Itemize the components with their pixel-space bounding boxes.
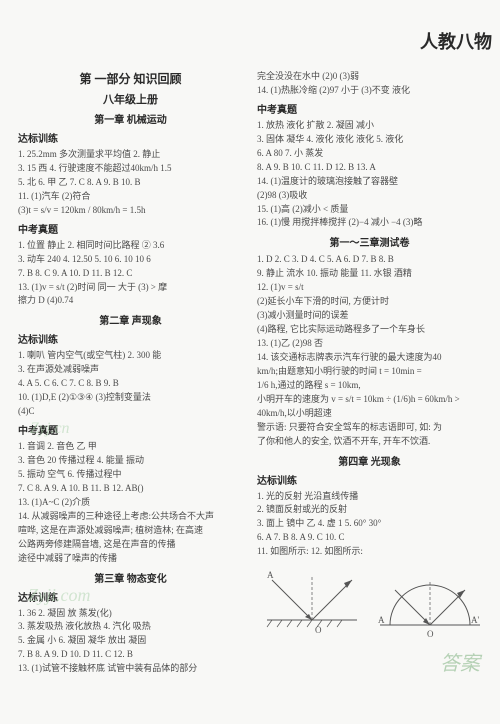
column-right: 完全没没在水中 (2)0 (3)弱 14. (1)热胀冷缩 (2)97 小于 (… (257, 70, 482, 676)
label-O2: O (427, 629, 434, 639)
section-dabiao-1: 达标训练 (18, 130, 243, 145)
text-line: 1. 36 2. 凝固 放 蒸发(化) (18, 607, 243, 621)
text-line: 3. 音色 20 传播过程 4. 能量 振动 (18, 454, 243, 468)
text-line: 途径中减弱了噪声的传播 (18, 552, 243, 566)
text-line: 5. 北 6. 甲 乙 7. C 8. A 9. B 10. B (18, 176, 243, 190)
test-title: 第一～三章测试卷 (257, 234, 482, 249)
text-line: 10. (1)D,E (2)①③④ (3)控制变量法 (18, 391, 243, 405)
text-line: 14. 从减弱噪声的三种途径上考虑:公共场合不大声 (18, 510, 243, 524)
text-line: 12. (1)v = s/t (257, 281, 482, 295)
header-right: 人教八物 (420, 28, 492, 54)
text-line: 6. A 7. B 8. A 9. C 10. C (257, 531, 482, 545)
text-line: 3. 动车 240 4. 12.50 5. 10 6. 10 10 6 (18, 253, 243, 267)
section-dabiao-4: 达标训练 (257, 472, 482, 487)
diagram-row: A O (257, 565, 482, 647)
text-line: (3)减小测量时间的误差 (257, 309, 482, 323)
label-A: A (267, 570, 274, 580)
label-O: O (315, 625, 322, 635)
text-line: 完全没没在水中 (2)0 (3)弱 (257, 70, 482, 84)
section-zhongkao-r: 中考真题 (257, 101, 482, 116)
chapter4-title: 第四章 光现象 (257, 453, 482, 468)
text-line: (4)路程, 它比实际运动路程多了一个车身长 (257, 323, 482, 337)
grade-title: 八年级上册 (18, 91, 243, 107)
text-line: 6. A 80 7. 小 蒸发 (257, 147, 482, 161)
text-line: 11. 如图所示: 12. 如图所示: (257, 545, 482, 559)
text-line: (3)t = s/v = 120km / 80km/h = 1.5h (18, 204, 243, 218)
text-line: 7. B 8. A 9. D 10. D 11. C 12. B (18, 648, 243, 662)
text-line: 1. 放热 液化 扩散 2. 凝固 减小 (257, 119, 482, 133)
text-line: 3. 在声源处减弱噪声 (18, 363, 243, 377)
text-line: 1. 位置 静止 2. 相同时间比路程 ② 3.6 (18, 239, 243, 253)
text-line: 13. (1)乙 (2)98 否 (257, 337, 482, 351)
text-line: 14. 该交通标志牌表示汽车行驶的最大速度为40 (257, 351, 482, 365)
text-line: 喧哗, 这是在声源处减弱噪声; 植树造林; 在高速 (18, 524, 243, 538)
diagram-12: A O A' (375, 565, 485, 647)
text-line: 4. A 5. C 6. C 7. C 8. B 9. B (18, 377, 243, 391)
text-line: 2. 镜面反射或光的反射 (257, 503, 482, 517)
text-line: 擦力 D (4)0.74 (18, 294, 243, 308)
text-line: 了你和他人的安全, 饮酒不开车, 开车不饮酒. (257, 435, 482, 449)
text-line: (2)98 (3)吸收 (257, 189, 482, 203)
chapter3-title: 第三章 物态变化 (18, 570, 243, 585)
text-line: 3. 固体 凝华 4. 液化 液化 液化 5. 液化 (257, 133, 482, 147)
column-left: 第 一部分 知识回顾 八年级上册 第一章 机械运动 达标训练 1. 25.2mm… (18, 70, 243, 676)
text-line: 3. 15 西 4. 行驶速度不能超过40km/h 1.5 (18, 162, 243, 176)
text-line: 9. 静止 流水 10. 振动 能量 11. 水银 酒精 (257, 267, 482, 281)
text-line: 1. 光的反射 光沿直线传播 (257, 490, 482, 504)
part-title: 第 一部分 知识回顾 (18, 70, 243, 87)
text-line: 公路两旁修建隔音墙, 这是在声音的传播 (18, 538, 243, 552)
text-line: 13. (1)v = s/t (2)时间 同一 大于 (3) > 摩 (18, 281, 243, 295)
text-line: 13. (1)A~C (2)介质 (18, 496, 243, 510)
text-line: 16. (1)慢 用搅拌棒搅拌 (2)−4 减小 −4 (3)略 (257, 216, 482, 230)
chapter2-title: 第二章 声现象 (18, 312, 243, 327)
text-line: 14. (1)温度计的玻璃泡接触了容器壁 (257, 175, 482, 189)
text-line: 7. C 8. A 9. A 10. B 11. B 12. AB() (18, 482, 243, 496)
text-line: 小明开车的速度为 v = s/t = 10km ÷ (1/6)h = 60km/… (257, 393, 482, 407)
text-line: 13. (1)试管不接触杯底 试管中装有品体的部分 (18, 662, 243, 676)
text-line: 1. 喇叭 管内空气(或空气柱) 2. 300 能 (18, 349, 243, 363)
text-line: (2)延长小车下滑的时间, 方便计时 (257, 295, 482, 309)
content-columns: 第 一部分 知识回顾 八年级上册 第一章 机械运动 达标训练 1. 25.2mm… (18, 70, 482, 676)
text-line: 14. (1)热胀冷缩 (2)97 小于 (3)不变 液化 (257, 84, 482, 98)
text-line: 1. 音调 2. 音色 乙 甲 (18, 440, 243, 454)
text-line: 1/6 h,通过的路程 s = 10km, (257, 379, 482, 393)
text-line: 15. (1)高 (2)减小 < 质量 (257, 203, 482, 217)
text-line: 40km/h,以小明超速 (257, 407, 482, 421)
diagram-11: A O (257, 565, 367, 647)
text-line: 5. 金属 小 6. 凝固 凝华 放出 凝固 (18, 634, 243, 648)
text-line: 5. 振动 空气 6. 传播过程中 (18, 468, 243, 482)
label-Aprime: A' (471, 615, 479, 625)
text-line: 11. (1)汽车 (2)符合 (18, 190, 243, 204)
text-line: 1. 25.2mm 多次测量求平均值 2. 静止 (18, 148, 243, 162)
text-line: 8. A 9. B 10. C 11. D 12. B 13. A (257, 161, 482, 175)
text-line: km/h;由题意知小明行驶的时间 t = 10min = (257, 365, 482, 379)
text-line: 3. 面上 镜中 乙 4. 虚 1 5. 60° 30° (257, 517, 482, 531)
section-zhongkao-1: 中考真题 (18, 221, 243, 236)
text-line: 7. B 8. C 9. A 10. D 11. B 12. C (18, 267, 243, 281)
chapter1-title: 第一章 机械运动 (18, 111, 243, 126)
section-dabiao-3: 达标训练 (18, 589, 243, 604)
text-line: (4)C (18, 405, 243, 419)
section-zhongkao-2: 中考真题 (18, 422, 243, 437)
text-line: 3. 蒸发吸热 液化放热 4. 汽化 吸热 (18, 620, 243, 634)
label-A2: A (378, 615, 385, 625)
text-line: 1. D 2. C 3. D 4. C 5. A 6. D 7. B 8. B (257, 253, 482, 267)
text-line: 警示语: 只要符合安全驾车的标志语即可, 如: 为 (257, 421, 482, 435)
section-dabiao-2: 达标训练 (18, 331, 243, 346)
